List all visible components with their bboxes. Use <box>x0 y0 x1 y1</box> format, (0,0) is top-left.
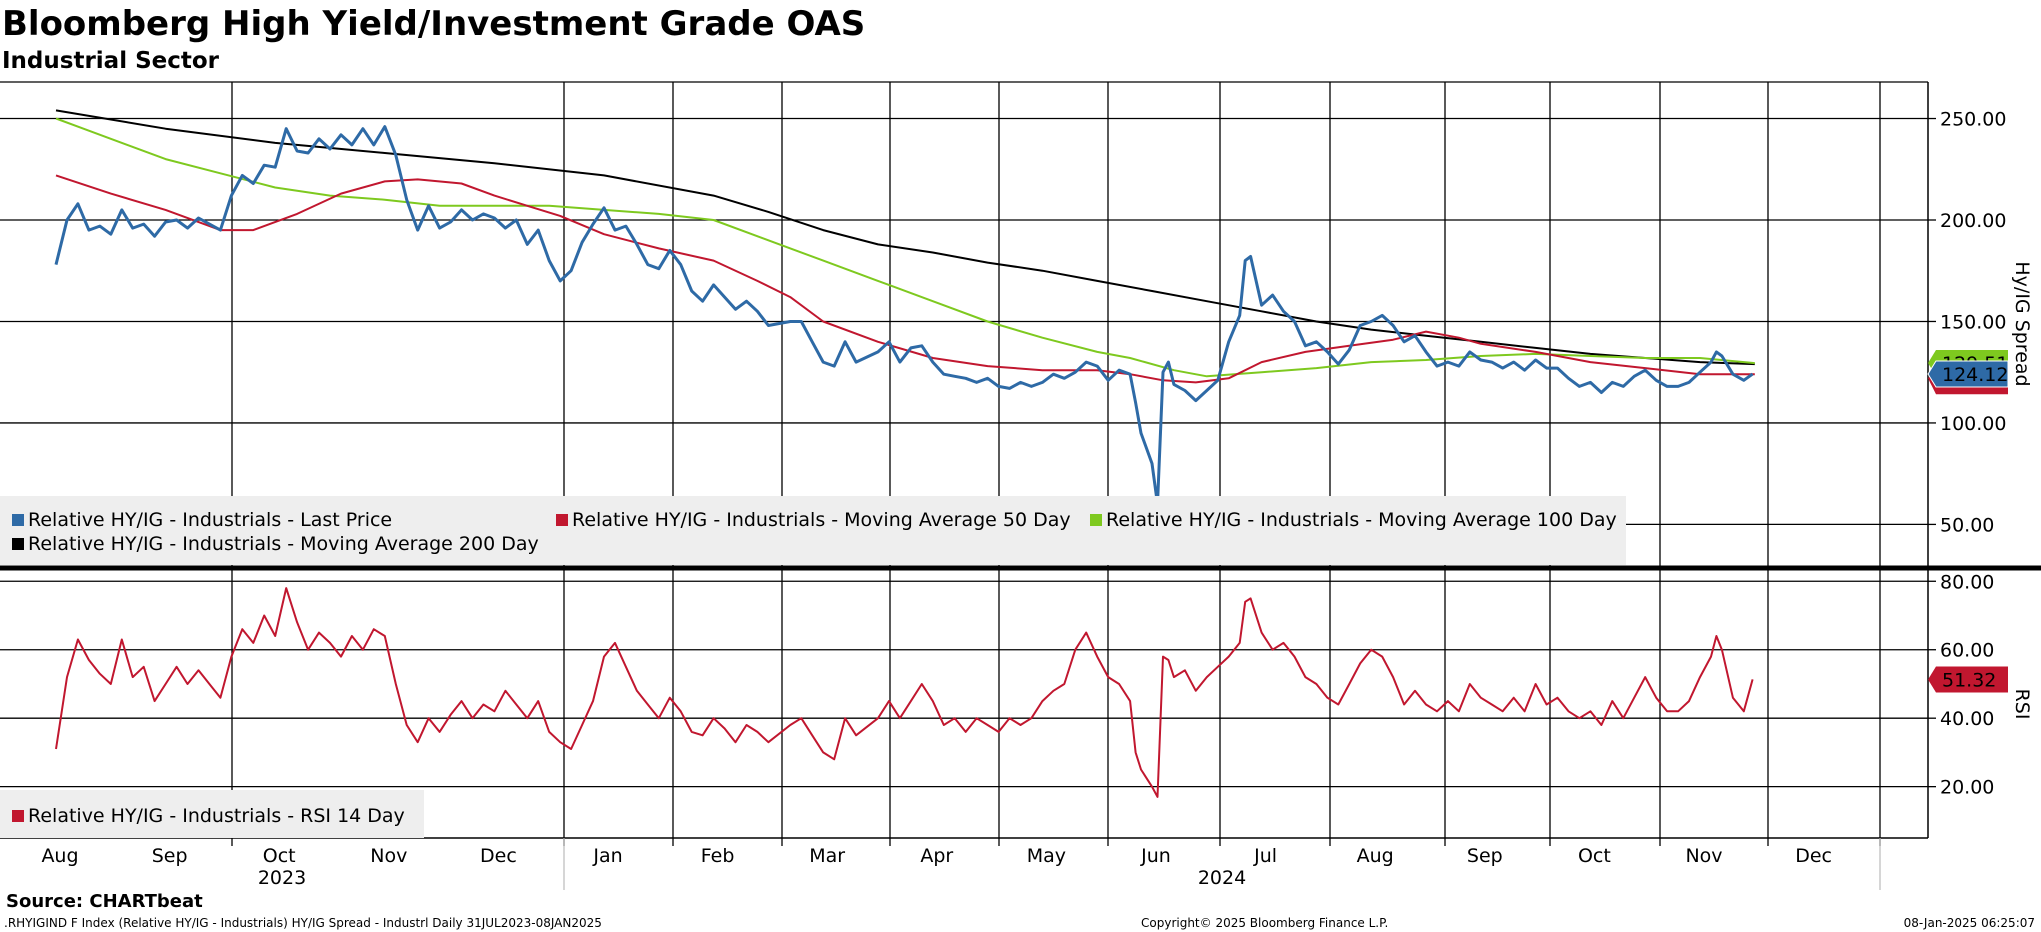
legend-swatch-ma50 <box>556 514 568 526</box>
legend-swatch-ma100 <box>1090 514 1102 526</box>
series-line-rsi <box>55 587 1754 798</box>
series-line-last_price <box>54 125 1754 506</box>
x-year-label: 2024 <box>1198 867 1246 889</box>
x-tick-label-month: Nov <box>1685 845 1722 867</box>
legend-entry-ma50: Relative HY/IG - Industrials - Moving Av… <box>572 509 1071 531</box>
value-tag-last-price-text: 124.12 <box>1942 364 2008 386</box>
copyright: Copyright© 2025 Bloomberg Finance L.P. <box>1141 916 1389 930</box>
x-tick-label-month: May <box>1027 845 1066 867</box>
series-line-ma100 <box>55 117 1755 378</box>
value-tag-rsi-bg <box>1928 666 2008 693</box>
y-axis-title-spread: Hy/IG Spread <box>2011 261 2033 386</box>
legend-entry-rsi: Relative HY/IG - Industrials - RSI 14 Da… <box>28 805 405 827</box>
legend-swatch-ma200 <box>12 538 24 550</box>
x-tick-label-month: Mar <box>809 845 845 867</box>
y-tick-label: 100.00 <box>1940 413 2006 435</box>
legend-entry-ma100: Relative HY/IG - Industrials - Moving Av… <box>1106 509 1617 531</box>
timestamp: 08-Jan-2025 06:25:07 <box>1903 916 2035 930</box>
x-tick-label-month: Oct <box>263 845 296 867</box>
legend-box <box>0 790 424 838</box>
series-line-ma200 <box>55 109 1755 366</box>
value-tag-rsi-text: 51.32 <box>1942 669 1996 691</box>
x-tick-label-month: Jan <box>592 845 622 867</box>
x-tick-label-month: Sep <box>152 845 188 867</box>
x-tick-label-month: Dec <box>480 845 517 867</box>
chart-subtitle: Industrial Sector <box>2 48 220 74</box>
y-tick-label: 200.00 <box>1940 210 2006 232</box>
y-tick-label: 50.00 <box>1940 514 1994 536</box>
source-label: Source: CHARTbeat <box>6 891 203 912</box>
legend-entry-last_price: Relative HY/IG - Industrials - Last Pric… <box>28 509 392 531</box>
legend-swatch-rsi <box>12 810 24 822</box>
x-year-label: 2023 <box>258 867 306 889</box>
legend-layer: Relative HY/IG - Industrials - Last Pric… <box>0 496 1626 838</box>
x-tick-label-month: Apr <box>920 845 953 867</box>
y-tick-label: 60.00 <box>1940 640 1994 662</box>
x-tick-label-month: Feb <box>701 845 735 867</box>
x-tick-label-month: Oct <box>1578 845 1611 867</box>
legend-box <box>0 496 1626 565</box>
value-tag-last-price: 124.12 <box>1927 360 2009 388</box>
x-tick-label-month: Dec <box>1795 845 1832 867</box>
value-tag-rsi: 51.32 <box>1928 666 2008 693</box>
x-tick-label-month: Aug <box>41 845 78 867</box>
x-tick-label-month: Jul <box>1253 845 1277 867</box>
index-info: .RHYIGIND F Index (Relative HY/IG - Indu… <box>4 916 602 930</box>
legend-entry-ma200: Relative HY/IG - Industrials - Moving Av… <box>28 533 539 555</box>
legend-swatch-last_price <box>12 514 24 526</box>
y-axis-title-rsi: RSI <box>2011 689 2033 720</box>
series-layer <box>54 109 1755 798</box>
x-tick-label-month: Aug <box>1357 845 1394 867</box>
x-tick-label-month: Nov <box>370 845 407 867</box>
y-tick-label: 250.00 <box>1940 109 2006 131</box>
value-tag-last-price-bg <box>1927 360 2009 388</box>
y-tick-label: 80.00 <box>1940 571 1994 593</box>
y-tick-label: 40.00 <box>1940 708 1994 730</box>
x-tick-label-month: Jun <box>1140 845 1171 867</box>
axis-layer: 250.00 200.00 150.00 100.00 50.00 80.00 60.00 4… <box>41 109 2033 890</box>
y-tick-label: 150.00 <box>1940 311 2006 333</box>
series-line-ma50 <box>55 174 1755 384</box>
chart-title: Bloomberg High Yield/Investment Grade OA… <box>2 4 866 44</box>
y-tick-label: 20.00 <box>1940 777 1994 799</box>
x-tick-label-month: Sep <box>1467 845 1503 867</box>
